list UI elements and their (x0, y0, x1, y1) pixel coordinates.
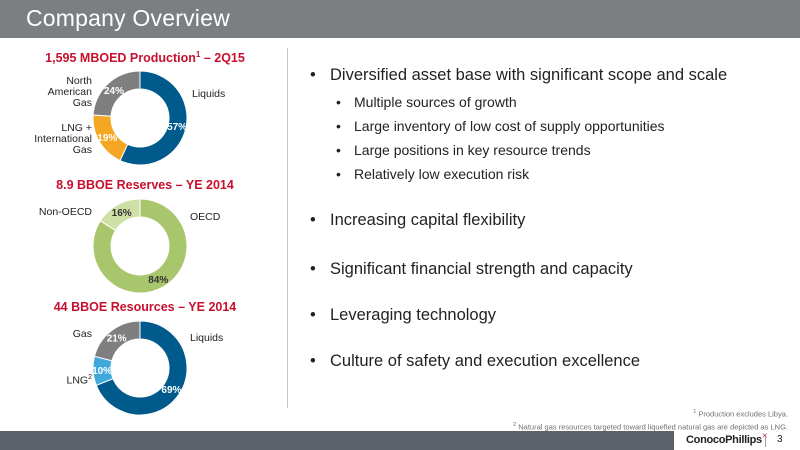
reserves-donut-chart: 84% 16% (92, 198, 188, 294)
resources-pct-label: 21% (107, 333, 127, 344)
production-chart-title: 1,595 MBOED Production1 – 2Q15 (45, 50, 245, 66)
reserves-slice-non-oecd (99, 198, 141, 232)
production-label-liquids: Liquids (192, 88, 226, 100)
bullet-dot-icon: • (336, 94, 341, 110)
bullet-dot-icon: • (310, 66, 316, 84)
production-pct-label: 19% (97, 133, 117, 144)
reserves-slice-oecd (92, 198, 188, 294)
resources-label-lng: LNG2 (66, 374, 93, 387)
sub-bullet-large-positions: • Large positions in key resource trends (336, 142, 591, 158)
footer-separator (765, 434, 766, 447)
bullet-diversified-asset-base: • Diversified asset base with significant… (310, 66, 728, 84)
bullet-dot-icon: • (336, 118, 341, 134)
footnotes: 1 Production excludes Libya. 2 Natural g… (513, 407, 788, 432)
production-label-north-american-gas: North American Gas (47, 75, 92, 109)
bullet-dot-icon: • (310, 260, 316, 278)
footer-bar (0, 431, 800, 450)
resources-pct-label: 10% (92, 366, 112, 377)
reserves-label-oecd: OECD (190, 211, 221, 223)
production-slice-north-american-gas (92, 70, 141, 117)
bullet-capital-flexibility: • Increasing capital flexibility (310, 211, 526, 229)
production-label-lng-international-gas: LNG + International Gas (34, 122, 92, 156)
production-pct-label: 57% (167, 122, 187, 133)
bullet-financial-strength: • Significant financial strength and capa… (310, 260, 633, 278)
resources-slice-gas (93, 320, 141, 362)
bullet-dot-icon: • (310, 352, 316, 370)
resources-label-liquids: Liquids (190, 332, 224, 344)
resources-pct-label: 69% (161, 385, 181, 396)
bullet-culture-of-safety: • Culture of safety and execution excelle… (310, 352, 641, 370)
production-donut-chart: 57% 19% 24% (92, 70, 188, 166)
resources-slice-liquids (95, 320, 188, 416)
slide-title: Company Overview (26, 5, 230, 31)
vertical-divider (287, 48, 288, 408)
bullet-dot-icon: • (310, 306, 316, 324)
reserves-pct-label: 84% (148, 275, 168, 286)
logo-swoosh-icon: ✕ (762, 433, 768, 440)
reserves-label-non-oecd: Non-OECD (38, 206, 92, 218)
sub-bullet-low-execution-risk: • Relatively low execution risk (336, 166, 530, 182)
footnote-1: 1 Production excludes Libya. (693, 409, 788, 419)
bullet-dot-icon: • (336, 166, 341, 182)
resources-chart-title: 44 BBOE Resources – YE 2014 (53, 300, 237, 314)
bullet-leveraging-technology: • Leveraging technology (310, 306, 497, 324)
bullet-dot-icon: • (336, 142, 341, 158)
bullet-dot-icon: • (310, 211, 316, 229)
sub-bullet-multiple-sources: • Multiple sources of growth (336, 94, 517, 110)
production-pct-label: 24% (104, 86, 124, 97)
footer-logo-area: ConocoPhillips✕ 3 (674, 431, 800, 450)
title-bar: Company Overview (0, 0, 800, 38)
reserves-chart-title: 8.9 BBOE Reserves – YE 2014 (56, 178, 234, 192)
production-slice-liquids (119, 70, 188, 166)
footnote-2: 2 Natural gas resources targeted toward … (513, 421, 788, 432)
resources-label-gas: Gas (72, 328, 92, 340)
reserves-pct-label: 16% (112, 208, 132, 219)
sub-bullet-large-inventory: • Large inventory of low cost of supply o… (336, 118, 665, 134)
page-number: 3 (777, 434, 783, 445)
resources-donut-chart: 69% 10% 21% (92, 320, 188, 416)
company-logo: ConocoPhillips✕ (686, 433, 768, 446)
